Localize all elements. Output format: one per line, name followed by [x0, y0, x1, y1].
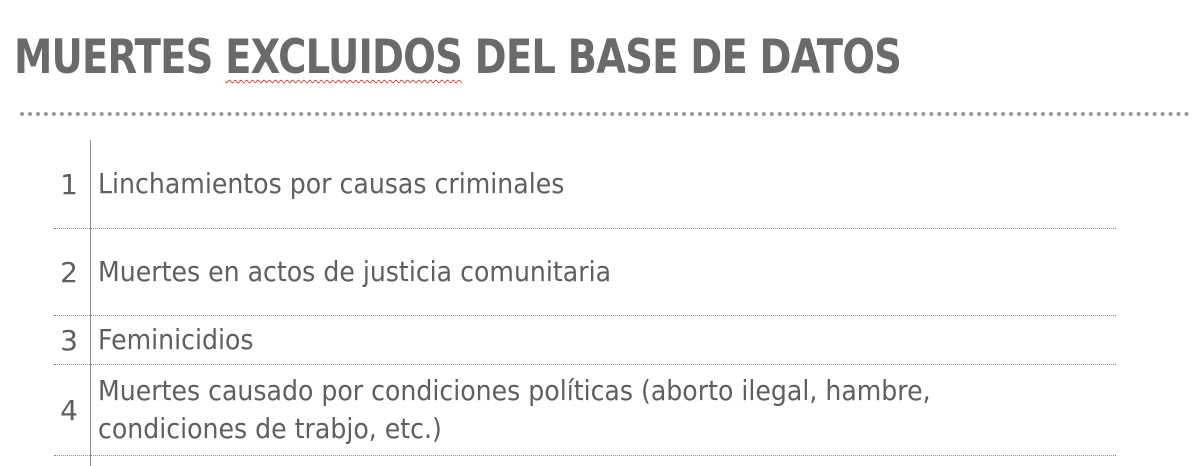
excluded-deaths-table: 1 Linchamientos por causas criminales 2 … — [54, 140, 1116, 466]
page-title: MUERTES EXCLUIDOS DEL BASE DE DATOS — [14, 30, 902, 86]
row-number: 3 — [60, 323, 78, 357]
row-number: 2 — [60, 255, 78, 289]
row-text: Muertes causado por condiciones política… — [98, 365, 1106, 455]
row-text: Muertes en actos de justicia comunitaria — [98, 229, 1106, 315]
title-part-1: MUERTES — [14, 30, 226, 85]
row-text-content: Linchamientos por causas criminales — [98, 167, 565, 200]
row-number: 1 — [60, 167, 78, 201]
row-text-content: Muertes causado por condiciones política… — [98, 374, 931, 445]
table-vertical-divider — [90, 140, 91, 466]
table-row: 4 Muertes causado por condiciones políti… — [54, 365, 1116, 456]
table-row: 2 Muertes en actos de justicia comunitar… — [54, 229, 1116, 316]
title-misspelled-word: EXCLUIDOS — [225, 30, 463, 85]
table-row: 1 Linchamientos por causas criminales — [54, 140, 1116, 229]
row-text: Feminicidios — [98, 316, 1106, 364]
title-dotted-divider — [20, 112, 1190, 116]
row-number: 4 — [60, 393, 78, 427]
row-text-content: Muertes en actos de justicia comunitaria — [98, 255, 612, 288]
row-text-content: Feminicidios — [98, 323, 254, 356]
title-part-2: DEL BASE DE DATOS — [462, 30, 902, 85]
row-text: Linchamientos por causas criminales — [98, 140, 1106, 228]
table-row: 3 Feminicidios — [54, 316, 1116, 365]
